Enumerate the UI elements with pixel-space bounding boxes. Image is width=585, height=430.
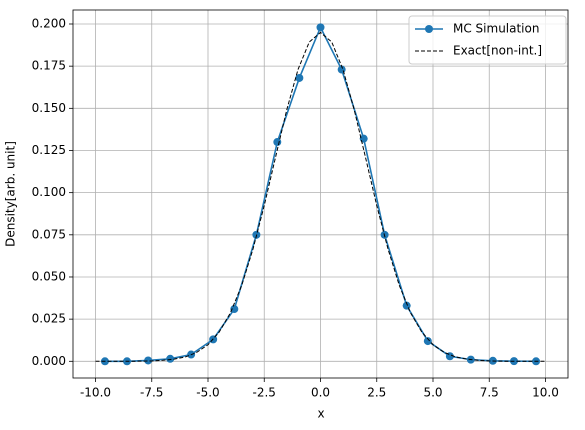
x-tick-label: 10.0 [532,386,559,400]
x-tick-label: -10.0 [80,386,111,400]
y-tick-label: 0.150 [32,101,66,115]
data-point [273,138,282,147]
y-tick-label: 0.175 [32,59,66,73]
data-point [230,305,239,314]
legend-label: MC Simulation [453,22,539,36]
x-axis-label: x [317,407,324,421]
x-tick-label: 0.0 [311,386,330,400]
y-tick-label: 0.100 [32,185,66,199]
y-tick-label: 0.050 [32,269,66,283]
legend-marker [425,25,433,33]
data-point [316,23,325,32]
plot-frame [72,9,569,379]
x-tick-label: 7.5 [480,386,499,400]
series-line [95,31,546,362]
data-point [144,356,153,365]
y-tick-label: 0.075 [32,227,66,241]
y-tick-label: 0.125 [32,143,66,157]
legend-box [408,15,567,65]
x-tick-label: -7.5 [140,386,163,400]
y-tick-label: 0.025 [32,312,66,326]
x-tick-label: -5.0 [196,386,219,400]
x-tick-label: 5.0 [423,386,442,400]
data-point [295,73,304,82]
data-point [423,337,432,346]
legend-label: Exact[non-int.] [453,44,542,58]
x-tick-label: 2.5 [367,386,386,400]
y-axis-label: Density[arb. unit] [4,141,18,247]
x-tick-label: -2.5 [253,386,276,400]
y-tick-label: 0.000 [32,354,66,368]
y-tick-label: 0.200 [32,16,66,30]
data-point [166,354,175,363]
